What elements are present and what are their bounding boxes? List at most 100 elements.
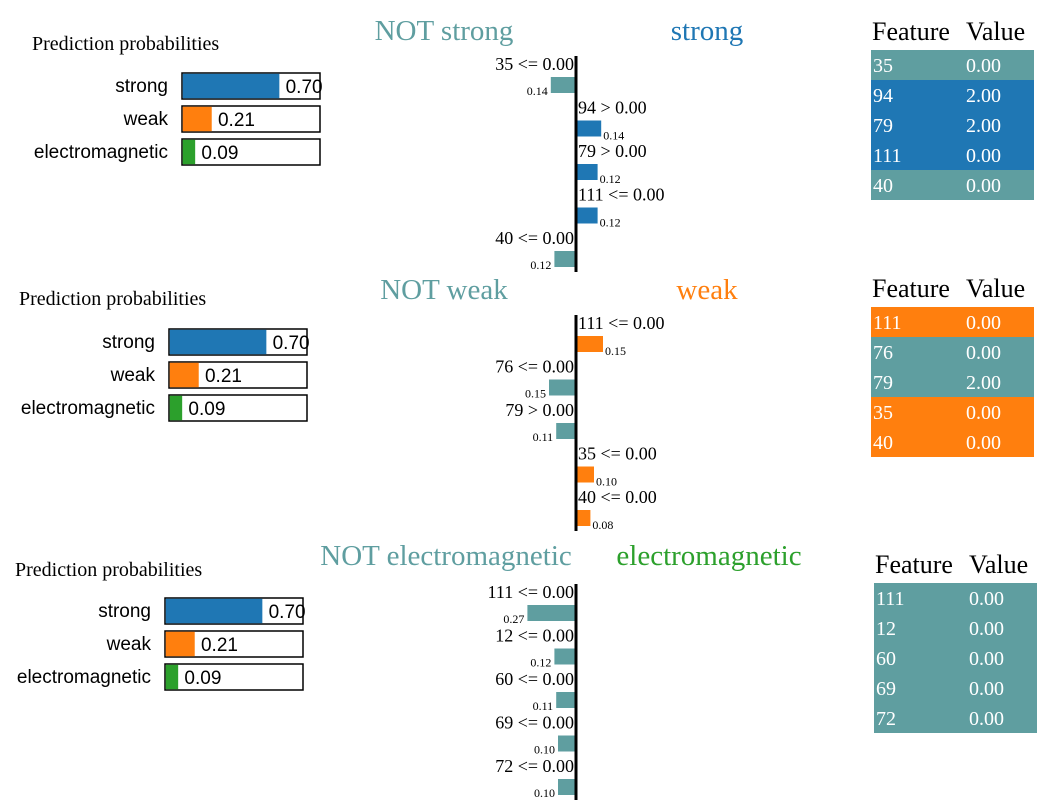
explanation-condition: 35 <= 0.00 [578, 444, 657, 464]
explanation-weight: 0.14 [527, 84, 548, 98]
explanation-weight: 0.11 [533, 430, 554, 444]
not-class-label: NOT weak [380, 274, 508, 306]
table-row [874, 703, 1037, 733]
table-cell-feature: 35 [873, 402, 893, 424]
explanation-condition: 35 <= 0.00 [495, 54, 574, 74]
explanation-bar [576, 336, 603, 352]
probability-bar [169, 395, 183, 421]
explanation-weight: 0.27 [503, 612, 524, 626]
table-row [871, 337, 1034, 367]
explanation-bar [527, 605, 576, 621]
explanation-bar [576, 207, 598, 224]
probability-label: electromagnetic [21, 398, 155, 419]
table-cell-feature: 69 [876, 678, 896, 700]
explanation-weight: 0.10 [534, 743, 555, 757]
explanation-bar [556, 692, 576, 708]
explanation-bar [554, 251, 576, 267]
explanation-condition: 79 > 0.00 [578, 141, 647, 161]
table-header-feature: Feature [872, 17, 950, 46]
table-row [871, 80, 1034, 110]
table-cell-value: 0.00 [969, 618, 1004, 640]
explanation-weight: 0.10 [596, 475, 617, 489]
explanation-bar [554, 648, 576, 665]
table-cell-feature: 76 [873, 342, 893, 364]
table-row [871, 170, 1034, 200]
explanation-bar [576, 510, 591, 526]
table-cell-feature: 111 [873, 145, 902, 167]
probability-bar [182, 106, 212, 132]
explanation-bar [558, 779, 576, 795]
probability-value: 0.21 [218, 110, 255, 131]
table-row [874, 583, 1037, 613]
probability-value: 0.21 [201, 635, 238, 656]
table-cell-feature: 111 [876, 588, 905, 610]
table-cell-feature: 35 [873, 55, 893, 77]
table-cell-value: 0.00 [966, 312, 1001, 334]
probabilities-title: Prediction probabilities [19, 288, 206, 310]
table-cell-value: 0.00 [969, 648, 1004, 670]
table-cell-value: 0.00 [966, 432, 1001, 454]
explanation-bar [558, 735, 576, 752]
probability-label: strong [115, 76, 168, 97]
probability-bar [169, 329, 267, 355]
table-row [874, 673, 1037, 703]
explanation-panel-3: Prediction probabilities strong 0.70 weak 0.… [15, 540, 1037, 800]
table-row [871, 367, 1034, 397]
explanation-bar [556, 423, 576, 439]
table-row [874, 643, 1037, 673]
table-row [871, 110, 1034, 140]
probability-label: weak [110, 365, 156, 386]
probability-bar [182, 139, 196, 165]
probability-value: 0.09 [184, 668, 221, 689]
explanation-weight: 0.15 [605, 344, 626, 358]
table-row [871, 397, 1034, 427]
probability-label: strong [102, 332, 155, 353]
explanation-condition: 111 <= 0.00 [578, 313, 664, 333]
probability-value: 0.70 [286, 77, 323, 98]
probability-value: 0.70 [273, 333, 310, 354]
explanation-weight: 0.08 [592, 518, 613, 532]
class-label: electromagnetic [616, 540, 801, 572]
explanation-weight: 0.12 [530, 258, 551, 272]
explanation-bar [576, 466, 594, 483]
explanation-condition: 60 <= 0.00 [495, 669, 574, 689]
explanation-condition: 72 <= 0.00 [495, 756, 574, 776]
table-cell-feature: 60 [876, 648, 896, 670]
explanation-condition: 79 > 0.00 [505, 400, 574, 420]
probability-value: 0.70 [269, 602, 306, 623]
table-header-feature: Feature [872, 274, 950, 303]
table-row [871, 140, 1034, 170]
table-row [871, 50, 1034, 80]
table-row [874, 613, 1037, 643]
table-cell-value: 0.00 [966, 402, 1001, 424]
not-class-label: NOT strong [375, 15, 514, 47]
probability-label: weak [106, 634, 152, 655]
probability-value: 0.09 [201, 143, 238, 164]
probability-label: electromagnetic [34, 142, 168, 163]
explanation-condition: 12 <= 0.00 [495, 626, 574, 646]
table-cell-value: 0.00 [966, 55, 1001, 77]
probability-value: 0.21 [205, 366, 242, 387]
table-cell-value: 0.00 [966, 175, 1001, 197]
table-cell-value: 2.00 [966, 115, 1001, 137]
probability-bar [165, 631, 195, 657]
probabilities-title: Prediction probabilities [15, 559, 202, 581]
table-row [871, 427, 1034, 457]
table-cell-value: 0.00 [969, 588, 1004, 610]
explanation-weight: 0.15 [525, 387, 546, 401]
table-header-value: Value [966, 17, 1025, 46]
explanation-bar [550, 77, 576, 93]
explanation-condition: 76 <= 0.00 [495, 357, 574, 377]
class-label: weak [676, 274, 738, 306]
class-label: strong [671, 15, 744, 47]
explanation-condition: 111 <= 0.00 [578, 185, 664, 205]
table-cell-value: 0.00 [966, 342, 1001, 364]
table-header-value: Value [966, 274, 1025, 303]
explanation-weight: 0.12 [600, 216, 621, 230]
explanation-bar [549, 379, 576, 396]
table-header-value: Value [969, 550, 1028, 579]
table-cell-feature: 111 [873, 312, 902, 334]
probability-label: strong [98, 601, 151, 622]
